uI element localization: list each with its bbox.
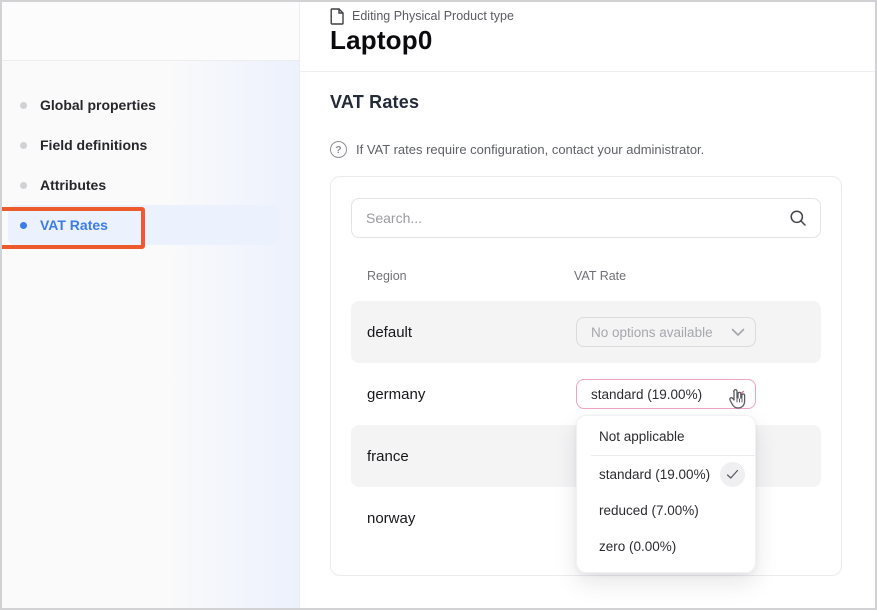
dropdown-option-not-applicable[interactable]: Not applicable (577, 417, 755, 455)
section-heading: VAT Rates (330, 92, 420, 112)
dropdown-option-standard[interactable]: standard (19.00%) (577, 456, 755, 492)
dropdown-divider (591, 455, 755, 456)
sidebar: Global properties Field definitions Attr… (2, 2, 300, 608)
search-input[interactable] (366, 210, 789, 226)
select-value: No options available (591, 324, 713, 340)
search-box[interactable] (351, 198, 821, 238)
vat-select-default[interactable]: No options available (576, 317, 756, 347)
option-label: standard (19.00%) (599, 466, 711, 482)
table-row-default: default No options available (351, 301, 821, 363)
sidebar-item-label: VAT Rates (40, 217, 108, 233)
sidebar-item-field-definitions[interactable]: Field definitions (8, 125, 279, 165)
region-cell: norway (367, 509, 416, 527)
page-title: Laptop0 (330, 25, 433, 55)
sidebar-item-global-properties[interactable]: Global properties (8, 85, 279, 125)
sidebar-item-label: Field definitions (40, 137, 148, 153)
option-label: zero (0.00%) (599, 538, 677, 554)
page-header: Editing Physical Product type Laptop0 (300, 2, 875, 72)
vat-options-dropdown: Not applicable standard (19.00%) reduced… (576, 415, 756, 573)
dropdown-option-reduced[interactable]: reduced (7.00%) (577, 492, 755, 528)
vat-select-germany[interactable]: standard (19.00%) (576, 379, 756, 409)
sidebar-item-vat-rates[interactable]: VAT Rates (8, 205, 279, 245)
region-cell: france (367, 447, 409, 465)
chevron-down-icon (731, 328, 745, 337)
column-header-region: Region (367, 269, 407, 283)
main-area: Editing Physical Product type Laptop0 VA… (300, 2, 875, 608)
bullet-icon (20, 141, 27, 149)
dropdown-option-zero[interactable]: zero (0.00%) (577, 528, 755, 564)
help-row: ? If VAT rates require configuration, co… (330, 141, 845, 158)
region-cell: default (367, 323, 413, 341)
editing-type-label: Editing Physical Product type (352, 9, 514, 23)
sidebar-item-label: Attributes (40, 177, 107, 193)
content: VAT Rates ? If VAT rates require configu… (300, 72, 875, 576)
bullet-icon (20, 221, 27, 229)
selected-check-icon (720, 461, 745, 487)
sidebar-header (2, 2, 299, 61)
sidebar-item-label: Global properties (40, 97, 156, 113)
bullet-icon (20, 181, 27, 189)
table-row-germany: germany standard (19.00%) (351, 363, 821, 425)
hand-cursor-icon (725, 387, 749, 411)
table-row-norway: norway (351, 487, 821, 549)
select-value: standard (19.00%) (591, 386, 703, 402)
option-label: Not applicable (599, 428, 685, 444)
question-mark-icon: ? (330, 141, 347, 158)
region-cell: germany (367, 385, 426, 403)
help-text: If VAT rates require configuration, cont… (356, 142, 705, 157)
sidebar-item-attributes[interactable]: Attributes (8, 165, 279, 205)
search-icon[interactable] (789, 209, 807, 227)
bullet-icon (20, 101, 27, 109)
document-icon (330, 7, 345, 25)
column-header-vat-rate: VAT Rate (574, 269, 627, 283)
table-header: Region VAT Rate (351, 266, 821, 286)
sidebar-nav: Global properties Field definitions Attr… (2, 61, 299, 608)
option-label: reduced (7.00%) (599, 502, 699, 518)
vat-rates-card: Region VAT Rate default No options avail… (330, 176, 842, 576)
